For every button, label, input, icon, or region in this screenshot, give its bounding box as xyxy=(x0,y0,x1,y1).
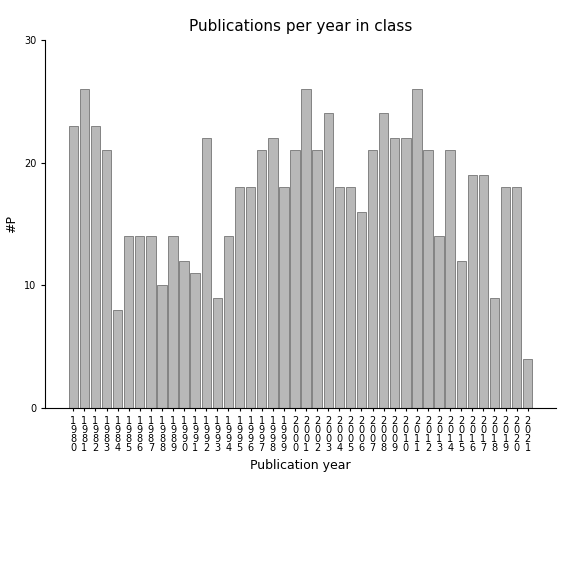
Bar xyxy=(224,236,233,408)
Y-axis label: #P: #P xyxy=(6,215,18,233)
Bar xyxy=(246,187,255,408)
Bar xyxy=(157,285,167,408)
Bar xyxy=(456,261,466,408)
Bar xyxy=(368,150,377,408)
Bar xyxy=(512,187,522,408)
Bar xyxy=(479,175,488,408)
Title: Publications per year in class: Publications per year in class xyxy=(189,19,412,35)
Bar xyxy=(434,236,444,408)
Bar xyxy=(312,150,322,408)
X-axis label: Publication year: Publication year xyxy=(250,459,351,472)
Bar xyxy=(135,236,145,408)
Bar xyxy=(290,150,300,408)
Bar xyxy=(324,113,333,408)
Bar xyxy=(412,89,422,408)
Bar xyxy=(179,261,189,408)
Bar xyxy=(102,150,111,408)
Bar xyxy=(501,187,510,408)
Bar xyxy=(124,236,133,408)
Bar xyxy=(191,273,200,408)
Bar xyxy=(346,187,355,408)
Bar xyxy=(335,187,344,408)
Bar xyxy=(202,138,211,408)
Bar xyxy=(490,298,499,408)
Bar xyxy=(91,126,100,408)
Bar xyxy=(523,359,532,408)
Bar xyxy=(390,138,399,408)
Bar xyxy=(213,298,222,408)
Bar xyxy=(357,211,366,408)
Bar xyxy=(268,138,277,408)
Bar xyxy=(446,150,455,408)
Bar xyxy=(424,150,433,408)
Bar xyxy=(168,236,177,408)
Bar xyxy=(235,187,244,408)
Bar xyxy=(146,236,155,408)
Bar xyxy=(257,150,266,408)
Bar xyxy=(401,138,411,408)
Bar xyxy=(379,113,388,408)
Bar xyxy=(301,89,311,408)
Bar xyxy=(113,310,122,408)
Bar xyxy=(79,89,89,408)
Bar xyxy=(69,126,78,408)
Bar xyxy=(468,175,477,408)
Bar xyxy=(279,187,289,408)
